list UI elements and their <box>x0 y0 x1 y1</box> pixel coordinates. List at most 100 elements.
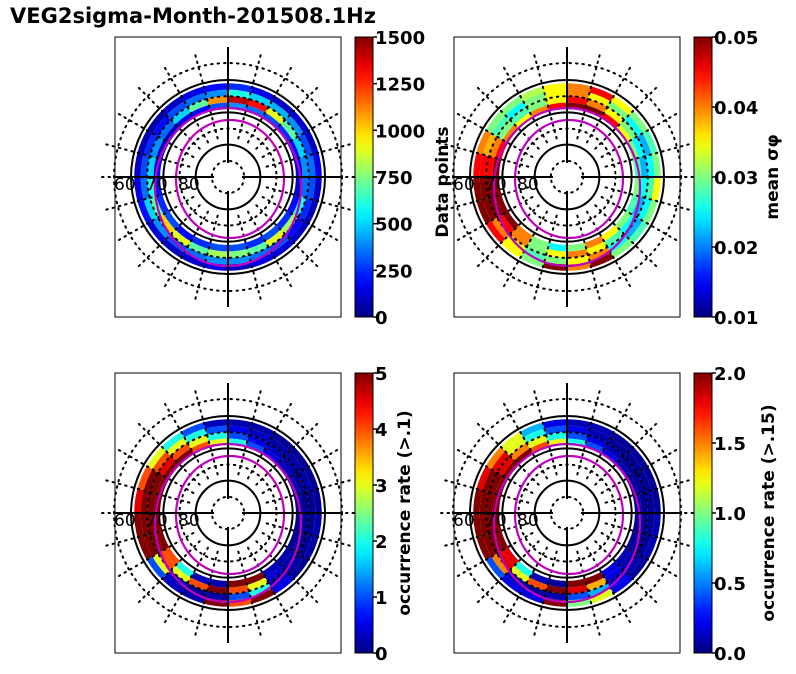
heatmap-cell <box>651 177 661 202</box>
heatmap-cell <box>526 98 548 113</box>
radial-dotted-line <box>604 479 691 504</box>
radial-dotted-line <box>265 143 352 168</box>
heatmap-cell <box>491 217 510 239</box>
radial-dotted-line <box>255 540 319 604</box>
heatmap-cell <box>247 98 269 113</box>
radial-dotted-line <box>456 448 534 494</box>
colorbar-tick-label: 4 <box>375 420 388 441</box>
heatmap-cell <box>303 466 319 491</box>
heatmap-cell <box>306 177 316 200</box>
heatmap-cell <box>523 428 547 443</box>
heatmap-cell <box>523 247 547 262</box>
colorbar-tick-label: 0.02 <box>714 238 758 259</box>
heatmap-cell <box>624 115 643 137</box>
heatmap-cell <box>604 442 625 461</box>
heatmap-cell <box>134 177 144 202</box>
heatmap-cell <box>642 466 658 491</box>
heatmap-cell <box>298 533 313 557</box>
radial-dotted-line <box>237 214 262 301</box>
latitude-label: 60 <box>114 511 136 531</box>
heatmap-cell <box>615 460 632 480</box>
radial-dotted-line <box>594 422 658 486</box>
heatmap-cell <box>276 210 293 230</box>
colorbar-tick-label: 5 <box>375 364 388 385</box>
radial-dotted-line <box>104 479 191 504</box>
radial-dotted-line <box>247 546 293 624</box>
heatmap-cell <box>584 571 605 585</box>
heatmap-cell <box>156 194 170 215</box>
colorbar-tick-label: 2 <box>375 532 388 553</box>
heatmap-cell <box>502 210 519 230</box>
heatmap-cell <box>600 225 620 242</box>
heatmap-cell <box>250 252 275 268</box>
heatmap-cell <box>285 553 304 575</box>
heatmap-cell <box>268 101 290 120</box>
heatmap-cell <box>520 252 545 268</box>
heatmap-cell <box>589 86 614 102</box>
heatmap-cell <box>631 136 646 158</box>
radial-dotted-line <box>265 479 352 504</box>
heatmap-cell <box>245 235 266 249</box>
heatmap-cell <box>280 214 299 235</box>
radial-dotted-line <box>533 53 558 140</box>
heatmap-cell <box>495 530 509 551</box>
colorbar-tick-label: 0.04 <box>714 98 758 119</box>
colorbar-tick-label: 1250 <box>375 75 425 96</box>
heatmap-cell <box>514 112 534 129</box>
colorbar-label: Data points <box>433 126 453 237</box>
heatmap-cell <box>248 583 272 598</box>
radial-dotted-line <box>604 522 691 547</box>
radial-dotted-line <box>443 186 530 211</box>
heatmap-cell <box>299 156 309 177</box>
heatmap-cell <box>485 556 506 580</box>
heatmap-cell <box>228 578 248 588</box>
heatmap-cell <box>289 110 310 134</box>
heatmap-cell <box>586 98 608 113</box>
heatmap-cell <box>146 220 167 244</box>
heatmap-cell <box>488 472 503 494</box>
heatmap-cell <box>584 235 605 249</box>
heatmap-cell <box>280 455 299 476</box>
heatmap-cell <box>500 238 524 259</box>
heatmap-cell <box>638 492 648 513</box>
heatmap-cell <box>181 588 206 604</box>
radial-dotted-line <box>600 112 678 158</box>
heatmap-cell <box>247 241 269 256</box>
heatmap-cell <box>140 513 150 536</box>
heatmap-cell <box>544 255 567 265</box>
heatmap-cell <box>567 425 590 435</box>
heatmap-cell <box>496 455 515 476</box>
heatmap-cell <box>600 448 620 465</box>
heatmap-cell <box>286 194 300 215</box>
heatmap-cell <box>642 199 658 224</box>
radial-dotted-line <box>600 196 678 242</box>
radial-dotted-line <box>163 210 209 288</box>
panel-bottom-left: 60 70 80 0 1 2 3 4 5 occurrence rate (>.1) <box>100 364 415 665</box>
heatmap-cell <box>265 106 286 125</box>
heatmap-cell <box>567 89 590 99</box>
heatmap-cell <box>137 535 153 560</box>
radial-dotted-line <box>604 186 691 211</box>
heatmap-cell <box>502 546 519 566</box>
heatmap-cell <box>140 490 150 513</box>
colorbar-tick-label: 0.5 <box>714 574 746 595</box>
heatmap-cell <box>645 154 655 177</box>
heatmap-cell <box>175 112 195 129</box>
heatmap-cell <box>170 565 191 584</box>
heatmap-cell <box>143 469 158 493</box>
auroral-oval-inner <box>174 118 286 240</box>
heatmap-cell <box>607 437 629 456</box>
radial-dotted-line <box>194 389 219 476</box>
heatmap-cell <box>589 422 614 438</box>
heatmap-cell <box>181 422 206 438</box>
heatmap-cell <box>250 422 275 438</box>
heatmap-cell <box>312 177 322 202</box>
heatmap-cell <box>509 229 530 248</box>
heatmap-cell <box>152 451 171 473</box>
radial-dotted-line <box>576 389 601 476</box>
heatmap-cell <box>619 119 638 140</box>
heatmap-cell <box>228 89 251 99</box>
heatmap-cell <box>615 210 632 230</box>
heatmap-cell <box>143 133 158 157</box>
heatmap-cell <box>479 513 489 536</box>
